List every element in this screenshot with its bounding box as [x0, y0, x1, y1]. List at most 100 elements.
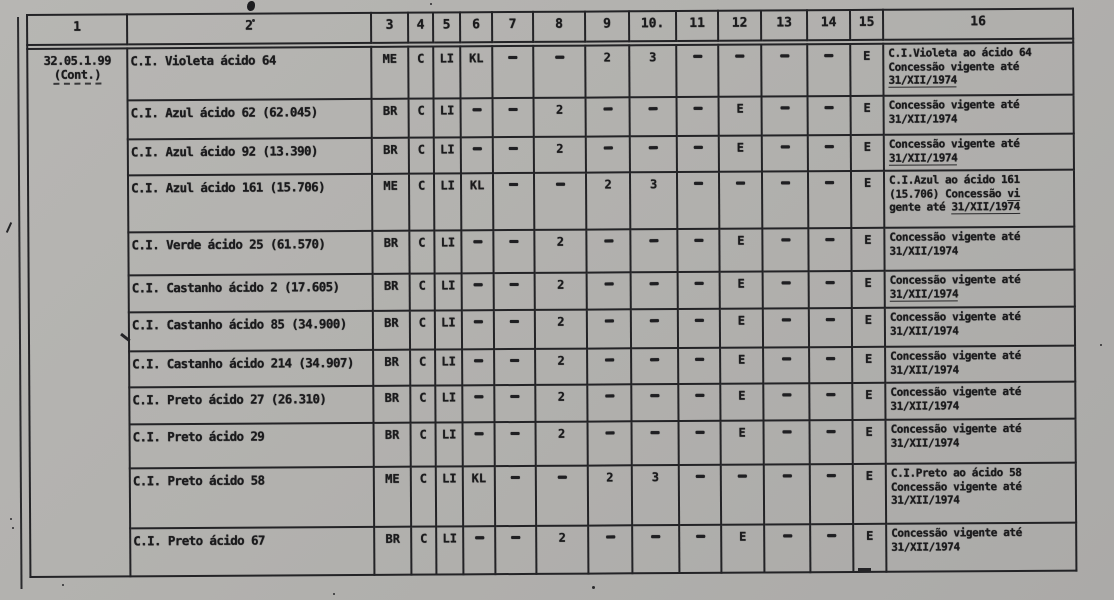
header-cell-11: 11 [675, 10, 719, 42]
dye-name-cell: C.I. Violeta ácido 64 [127, 46, 372, 101]
value-cell-col10: 3 [629, 172, 678, 230]
dash-mark [782, 534, 792, 538]
value-cell-col3: BR [373, 349, 411, 386]
value-cell-col7 [493, 272, 535, 311]
dash-mark [511, 535, 521, 540]
value-cell-col10: 3 [629, 45, 677, 98]
ink-blot [247, 1, 255, 11]
ink-speck [12, 527, 14, 529]
dash-mark [604, 319, 614, 323]
observation-cell: C.I.Preto ao ácido 58 Concessão vigente a… [885, 462, 1077, 524]
dye-name-cell: C.I. Verde ácido 25 (61.570) [128, 230, 373, 276]
value-cell-col13 [763, 347, 810, 384]
dash-mark [474, 536, 484, 540]
dash-mark [605, 431, 615, 435]
value-cell-col14 [807, 43, 851, 97]
table-row: C.I. Preto ácido 58 ME C LI KL 2 3 E C.I.Preto a… [30, 462, 1077, 529]
value-cell-col7 [494, 421, 536, 467]
value-cell-col5: LI [433, 137, 461, 174]
value-cell-col3: BR [371, 137, 409, 174]
value-cell-col12: E [718, 135, 762, 172]
value-cell-col13 [761, 135, 808, 172]
value-cell-col3: BR [373, 422, 411, 467]
table-row: C.I. Preto ácido 29 BR C LI 2 E E Concessão vig… [30, 418, 1076, 469]
value-cell-col6 [462, 385, 495, 423]
dash-mark [651, 535, 661, 539]
value-cell-col10 [630, 229, 678, 273]
value-cell-col12 [720, 464, 765, 525]
observation-line: 31/XII/1974 [890, 398, 1073, 413]
underlined-text: 31/XII/1974 [888, 150, 958, 166]
value-cell-col8: 2 [533, 97, 586, 137]
obs-text: Concessão vigente até [890, 479, 1022, 494]
dash-mark [509, 282, 519, 287]
dash-mark [603, 107, 613, 111]
value-cell-col12 [718, 44, 762, 97]
value-cell-col11 [676, 96, 719, 137]
observation-line: 31/XII/1974 [890, 362, 1073, 377]
value-cell-col9: 2 [585, 45, 630, 98]
dash-mark [825, 318, 835, 322]
dash-mark [603, 146, 613, 150]
value-cell-col4: C [409, 273, 435, 311]
dash-mark [604, 394, 614, 398]
dash-mark [694, 318, 704, 322]
observation-cell: Concessão vigente até 31/XII/1974 [885, 381, 1076, 420]
value-cell-col12: E [718, 96, 762, 136]
value-cell-col11 [678, 347, 721, 385]
value-cell-col4: C [408, 173, 435, 231]
value-cell-col12: E [720, 347, 764, 384]
dash-mark [825, 238, 835, 242]
value-cell-col9 [586, 229, 631, 273]
value-cell-col6: KL [460, 173, 494, 231]
value-cell-col9 [587, 421, 632, 466]
value-cell-col6 [463, 526, 496, 575]
value-cell-col14 [808, 307, 853, 348]
value-cell-col3: ME [371, 173, 410, 231]
value-cell-col11 [678, 420, 721, 466]
value-cell-col9 [585, 136, 630, 173]
value-cell-col9 [585, 97, 630, 137]
dash-mark [780, 145, 790, 149]
value-cell-col8: 2 [536, 525, 589, 574]
value-cell-col13 [762, 308, 810, 348]
value-cell-col3: BR [372, 230, 410, 274]
observation-line: Concessão vigente até [890, 349, 1073, 364]
dash-mark [648, 107, 658, 111]
tariff-concession-table: 1 2 3 4 5 6 7 8 9 10. 11 12 13 14 15 16 32.05.1.99 (Cont… [26, 8, 1077, 578]
table-row: C.I. Castanho ácido 2 (17.605) BR C LI 2 E E Co… [29, 269, 1075, 313]
value-cell-col6 [461, 273, 494, 311]
observation-line: C.I.Preto ao ácido 58 [891, 466, 1074, 481]
value-cell-col6 [461, 230, 494, 274]
obs-text: Concessão vigente até [890, 348, 1021, 363]
value-cell-col7 [492, 172, 535, 231]
value-cell-col15: E [851, 227, 885, 271]
obs-text: Concessão vigente até [888, 136, 1020, 151]
dash-mark [781, 318, 791, 322]
value-cell-col8 [535, 465, 589, 526]
obs-text: C.I.Azul ao ácido 161 [888, 172, 1020, 187]
value-cell-col12: E [720, 420, 764, 465]
dash-mark [781, 393, 791, 397]
value-cell-col14 [807, 95, 851, 136]
header-cell-15: 15 [849, 9, 884, 40]
value-cell-col3: ME [373, 466, 412, 527]
observation-cell: Concessão vigente até 31/XII/1974 [884, 226, 1075, 271]
observation-cell: Concessão vigente até 31/XII/1974 [884, 306, 1076, 347]
value-cell-col11 [677, 228, 720, 273]
observation-line: Concessão vigente até [890, 310, 1073, 325]
dash-mark [554, 55, 564, 59]
value-cell-col11 [678, 464, 722, 526]
observation-line: 31/XII/1974 [890, 323, 1073, 338]
dye-name-cell: C.I. Preto ácido 29 [129, 422, 374, 469]
value-cell-col13 [761, 44, 808, 97]
obs-text: Concessão vigente até [891, 525, 1022, 540]
header-cell-4: 4 [407, 12, 434, 43]
observation-line: Concessão vigente até [888, 59, 1071, 74]
value-cell-col5: LI [433, 173, 462, 231]
dash-mark [826, 430, 836, 434]
value-cell-col14 [809, 463, 854, 525]
header-cell-7: 7 [491, 11, 534, 43]
value-cell-col4: C [410, 466, 437, 527]
value-cell-col8 [533, 45, 586, 98]
